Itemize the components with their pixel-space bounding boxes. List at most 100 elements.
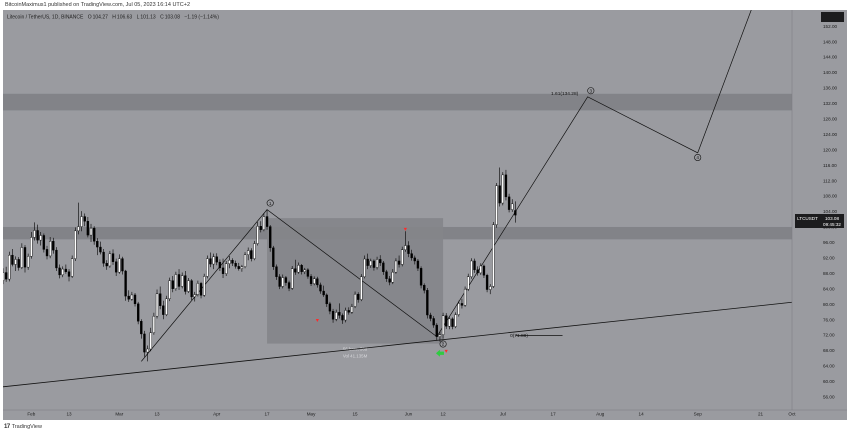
candle-body[interactable] xyxy=(26,256,30,268)
candle-body[interactable] xyxy=(413,257,416,262)
candle-body[interactable] xyxy=(281,277,284,287)
candle-body[interactable] xyxy=(470,260,473,277)
candle-body[interactable] xyxy=(448,318,451,327)
candle-body[interactable] xyxy=(190,280,193,298)
candle-body[interactable] xyxy=(196,283,200,295)
candle-body[interactable] xyxy=(429,314,432,319)
candle-body[interactable] xyxy=(441,315,445,335)
candle-body[interactable] xyxy=(221,267,225,274)
candle-body[interactable] xyxy=(39,235,42,241)
candle-body[interactable] xyxy=(42,235,46,250)
candle-body[interactable] xyxy=(294,268,297,273)
candle-body[interactable] xyxy=(74,230,77,259)
candle-body[interactable] xyxy=(331,310,335,320)
candle-body[interactable] xyxy=(171,280,174,289)
candle-body[interactable] xyxy=(501,174,504,204)
candle-body[interactable] xyxy=(309,276,313,284)
candle-body[interactable] xyxy=(479,265,482,274)
candle-body[interactable] xyxy=(410,253,413,259)
candle-body[interactable] xyxy=(454,314,457,327)
candle-body[interactable] xyxy=(451,318,454,327)
candle-body[interactable] xyxy=(265,216,269,227)
candle-body[interactable] xyxy=(495,185,498,225)
candle-body[interactable] xyxy=(121,258,124,272)
candle-body[interactable] xyxy=(269,226,272,249)
candle-body[interactable] xyxy=(511,203,514,210)
candle-body[interactable] xyxy=(262,216,266,230)
candle-body[interactable] xyxy=(492,224,495,287)
candle-body[interactable] xyxy=(67,271,71,277)
candle-body[interactable] xyxy=(143,333,146,353)
candle-body[interactable] xyxy=(174,274,178,289)
candle-body[interactable] xyxy=(457,303,460,315)
candle-body[interactable] xyxy=(45,249,49,257)
candle-body[interactable] xyxy=(225,263,228,274)
candle-body[interactable] xyxy=(212,256,215,265)
candle-body[interactable] xyxy=(83,216,86,222)
candle-body[interactable] xyxy=(467,276,470,290)
candle-body[interactable] xyxy=(463,288,467,306)
candle-body[interactable] xyxy=(199,283,203,296)
candle-body[interactable] xyxy=(140,320,143,335)
candle-body[interactable] xyxy=(23,247,27,268)
candle-body[interactable] xyxy=(394,260,398,273)
candle-body[interactable] xyxy=(146,348,149,353)
candle-body[interactable] xyxy=(316,278,319,286)
candle-body[interactable] xyxy=(187,280,190,292)
candle-body[interactable] xyxy=(48,241,52,257)
elliott-wave-path[interactable] xyxy=(141,0,767,362)
candle-body[interactable] xyxy=(234,263,237,267)
candle-body[interactable] xyxy=(504,174,508,198)
candle-body[interactable] xyxy=(149,332,152,350)
candle-body[interactable] xyxy=(363,258,366,277)
candle-body[interactable] xyxy=(58,267,61,276)
candle-body[interactable] xyxy=(287,282,291,289)
candle-body[interactable] xyxy=(168,280,171,300)
candle-body[interactable] xyxy=(14,259,17,265)
date-price-range-box[interactable] xyxy=(267,218,444,344)
ascending-support-line[interactable] xyxy=(3,301,792,388)
horizontal-zone-1[interactable] xyxy=(3,93,792,111)
candle-body[interactable] xyxy=(111,253,115,262)
candle-body[interactable] xyxy=(218,261,222,269)
candle-body[interactable] xyxy=(228,259,231,264)
candle-body[interactable] xyxy=(482,265,486,276)
candle-body[interactable] xyxy=(130,294,134,300)
candle-body[interactable] xyxy=(404,245,407,250)
candle-body[interactable] xyxy=(193,294,196,298)
candle-body[interactable] xyxy=(80,216,83,227)
candle-body[interactable] xyxy=(133,294,137,305)
candle-body[interactable] xyxy=(158,293,162,306)
candle-body[interactable] xyxy=(99,246,102,253)
candle-body[interactable] xyxy=(476,269,479,274)
candle-body[interactable] xyxy=(325,294,328,305)
candle-body[interactable] xyxy=(357,293,360,300)
candle-body[interactable] xyxy=(36,230,39,241)
candle-body[interactable] xyxy=(77,226,80,232)
candle-body[interactable] xyxy=(369,260,372,266)
candle-body[interactable] xyxy=(379,259,382,264)
candle-body[interactable] xyxy=(303,269,306,272)
candle-body[interactable] xyxy=(215,256,218,263)
candle-body[interactable] xyxy=(284,277,288,283)
candle-body[interactable] xyxy=(328,303,332,312)
candle-body[interactable] xyxy=(344,310,347,321)
candle-body[interactable] xyxy=(341,315,344,321)
candle-body[interactable] xyxy=(473,260,476,271)
candle-body[interactable] xyxy=(181,275,184,287)
candle-body[interactable] xyxy=(445,315,448,327)
candle-body[interactable] xyxy=(300,265,303,272)
candle-body[interactable] xyxy=(108,253,112,267)
candle-body[interactable] xyxy=(237,266,240,269)
candle-body[interactable] xyxy=(118,258,121,273)
candle-body[interactable] xyxy=(177,274,181,287)
candle-body[interactable] xyxy=(360,276,363,300)
candle-body[interactable] xyxy=(86,220,90,236)
candle-body[interactable] xyxy=(30,237,33,257)
candle-body[interactable] xyxy=(206,258,209,277)
candle-body[interactable] xyxy=(155,293,159,317)
candle-body[interactable] xyxy=(460,303,464,306)
candle-body[interactable] xyxy=(382,262,385,272)
candle-body[interactable] xyxy=(401,249,404,265)
